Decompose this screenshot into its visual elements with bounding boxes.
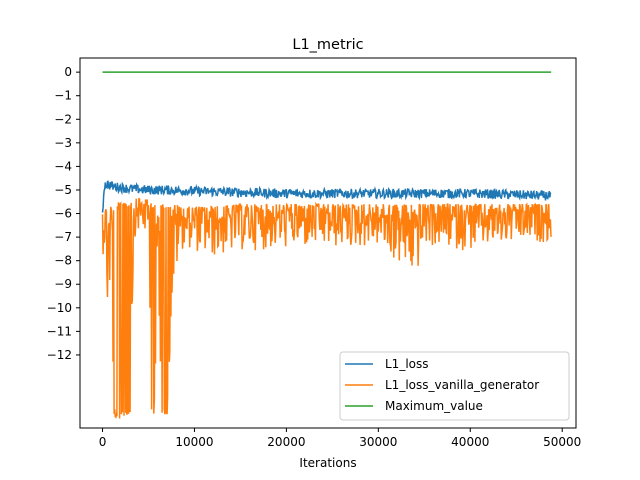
- y-tick-label: −12: [47, 348, 72, 362]
- x-axis-label: Iterations: [299, 456, 356, 470]
- y-tick-label: −10: [47, 301, 72, 315]
- series-line-l1-loss-vanilla-generator: [101, 197, 552, 419]
- y-tick-label: −4: [54, 159, 72, 173]
- x-axis: 0 10000 20000 30000 40000 50000: [99, 428, 581, 449]
- legend-label: L1_loss: [385, 357, 429, 371]
- y-tick-label: 0: [64, 65, 72, 79]
- legend-label: L1_loss_vanilla_generator: [385, 378, 539, 392]
- x-tick-label: 10000: [175, 435, 213, 449]
- y-tick-label: −11: [47, 324, 72, 338]
- y-tick-label: −8: [54, 254, 72, 268]
- y-tick-label: −3: [54, 136, 72, 150]
- series-line-l1-loss: [101, 180, 552, 213]
- x-tick-label: 20000: [267, 435, 305, 449]
- x-tick-label: 0: [99, 435, 107, 449]
- y-tick-label: −9: [54, 277, 72, 291]
- legend-box: [339, 351, 570, 421]
- x-tick-label: 50000: [543, 435, 581, 449]
- plot-area: [101, 71, 552, 419]
- y-tick-label: −7: [54, 230, 72, 244]
- y-tick-label: −2: [54, 112, 72, 126]
- y-tick-label: −5: [54, 183, 72, 197]
- axes-frame: [79, 57, 577, 429]
- x-tick-label: 30000: [359, 435, 397, 449]
- legend-label: Maximum_value: [385, 399, 483, 413]
- y-axis: 0 −1 −2 −3 −4 −5 −6 −7 −8 −9 −10 −11 −12: [47, 65, 80, 362]
- y-tick-label: −6: [54, 207, 72, 221]
- chart-title: L1_metric: [292, 37, 363, 53]
- legend: L1_loss L1_loss_vanilla_generator Maximum_…: [339, 351, 570, 421]
- x-tick-label: 40000: [451, 435, 489, 449]
- y-tick-label: −1: [54, 89, 72, 103]
